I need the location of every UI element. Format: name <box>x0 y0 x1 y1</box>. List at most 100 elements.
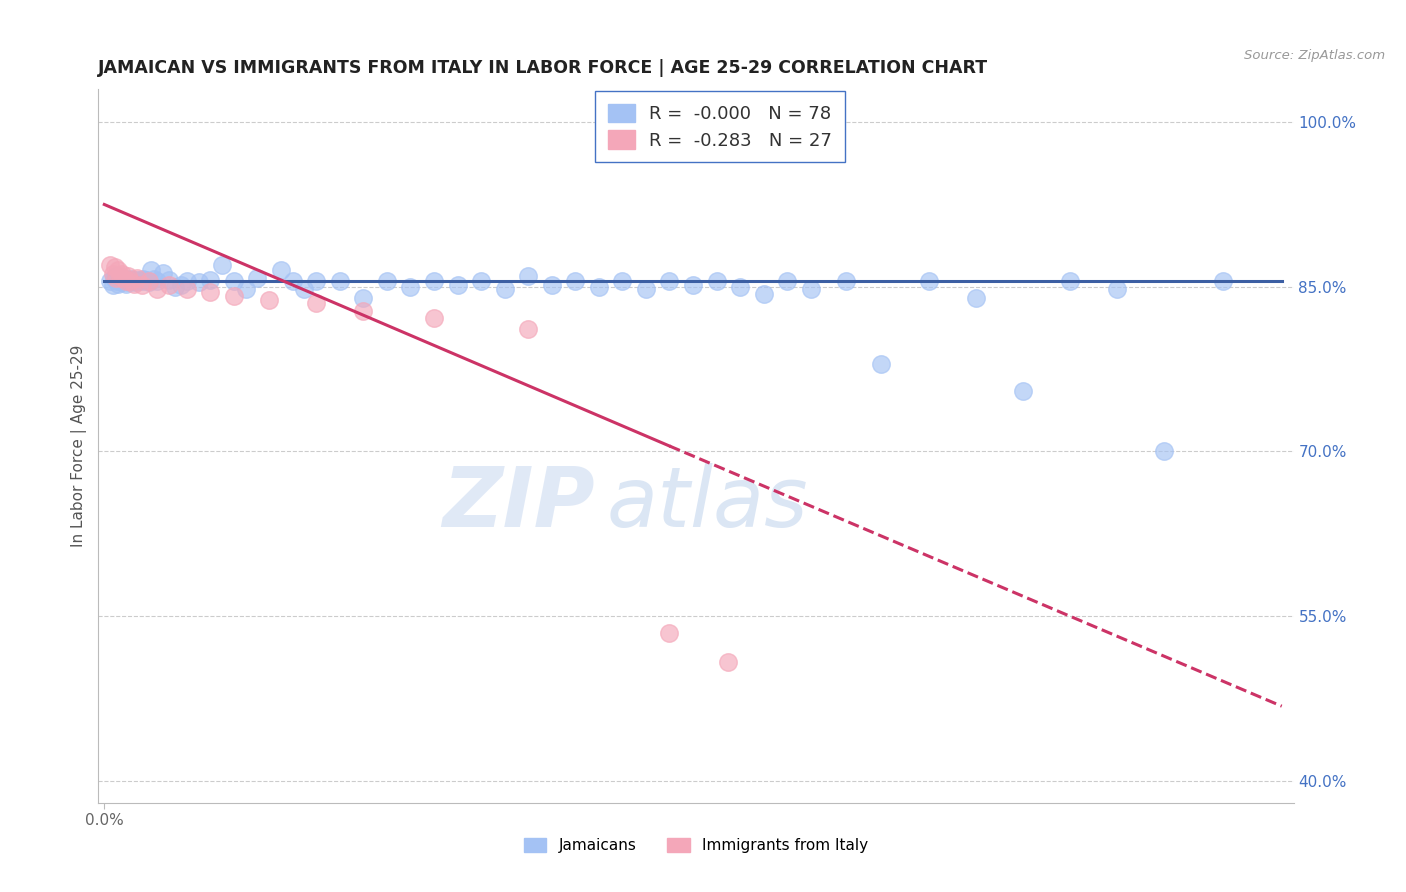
Point <box>246 271 269 285</box>
Point <box>125 273 148 287</box>
Point <box>121 273 143 287</box>
Point <box>281 274 304 288</box>
Point <box>163 280 186 294</box>
Point <box>776 274 799 288</box>
Point <box>120 274 142 288</box>
Point <box>917 274 939 288</box>
Point <box>305 296 328 310</box>
Point <box>107 263 129 277</box>
Point <box>423 274 446 288</box>
Point <box>110 273 132 287</box>
Point <box>470 274 492 288</box>
Point <box>107 277 129 291</box>
Text: ZIP: ZIP <box>441 463 595 543</box>
Point <box>658 274 681 288</box>
Point <box>112 274 135 288</box>
Point <box>105 274 128 288</box>
Point <box>98 258 121 272</box>
Point <box>152 266 174 280</box>
Text: JAMAICAN VS IMMIGRANTS FROM ITALY IN LABOR FORCE | AGE 25-29 CORRELATION CHART: JAMAICAN VS IMMIGRANTS FROM ITALY IN LAB… <box>98 59 988 77</box>
Point <box>176 282 198 296</box>
Point <box>146 274 169 288</box>
Point <box>752 287 775 301</box>
Point <box>728 280 751 294</box>
Point <box>564 274 586 288</box>
Point <box>446 277 468 292</box>
Point <box>494 282 516 296</box>
Point <box>540 277 562 292</box>
Point <box>120 272 142 286</box>
Point <box>157 273 180 287</box>
Point <box>111 276 134 290</box>
Point <box>112 271 135 285</box>
Point <box>257 293 280 307</box>
Y-axis label: In Labor Force | Age 25-29: In Labor Force | Age 25-29 <box>72 345 87 547</box>
Point <box>352 304 374 318</box>
Point <box>124 276 146 290</box>
Point <box>517 321 540 335</box>
Point <box>658 625 681 640</box>
Point <box>128 273 150 287</box>
Point <box>1153 444 1175 458</box>
Point <box>352 291 374 305</box>
Point <box>800 282 823 296</box>
Point <box>294 282 316 296</box>
Point <box>1212 274 1234 288</box>
Point <box>870 357 893 371</box>
Point <box>157 277 180 292</box>
Point <box>1011 384 1033 398</box>
Point <box>127 274 149 288</box>
Point <box>305 274 328 288</box>
Point <box>138 274 160 288</box>
Point <box>120 274 142 288</box>
Point <box>717 655 740 669</box>
Point <box>103 271 125 285</box>
Point <box>131 274 153 288</box>
Point <box>399 280 422 294</box>
Point <box>101 267 124 281</box>
Point <box>108 268 131 283</box>
Point <box>142 272 165 286</box>
Point <box>200 285 222 300</box>
Point <box>111 271 134 285</box>
Text: Source: ZipAtlas.com: Source: ZipAtlas.com <box>1244 49 1385 62</box>
Point <box>222 274 245 288</box>
Point <box>127 271 149 285</box>
Point <box>134 273 156 287</box>
Point <box>122 274 145 288</box>
Point <box>132 272 155 286</box>
Point <box>375 274 398 288</box>
Point <box>114 274 136 288</box>
Point <box>211 258 233 272</box>
Point <box>117 276 139 290</box>
Point <box>111 267 134 281</box>
Point <box>517 268 540 283</box>
Point <box>98 274 121 288</box>
Point <box>187 276 209 290</box>
Point <box>131 277 153 292</box>
Point <box>1105 282 1128 296</box>
Point <box>104 260 127 274</box>
Point <box>112 273 135 287</box>
Point <box>114 277 136 291</box>
Point <box>176 274 198 288</box>
Point <box>682 277 704 292</box>
Point <box>117 268 139 283</box>
Point <box>588 280 610 294</box>
Point <box>965 291 987 305</box>
Text: atlas: atlas <box>606 463 808 543</box>
Point <box>423 310 446 325</box>
Point <box>835 274 858 288</box>
Point <box>117 273 139 287</box>
Point <box>235 282 257 296</box>
Legend: Jamaicans, Immigrants from Italy: Jamaicans, Immigrants from Italy <box>517 832 875 859</box>
Point <box>706 274 728 288</box>
Point <box>170 277 193 292</box>
Point <box>146 282 169 296</box>
Point <box>115 274 138 288</box>
Point <box>105 268 128 283</box>
Point <box>222 288 245 302</box>
Point <box>141 263 163 277</box>
Point <box>329 274 352 288</box>
Point <box>114 272 136 286</box>
